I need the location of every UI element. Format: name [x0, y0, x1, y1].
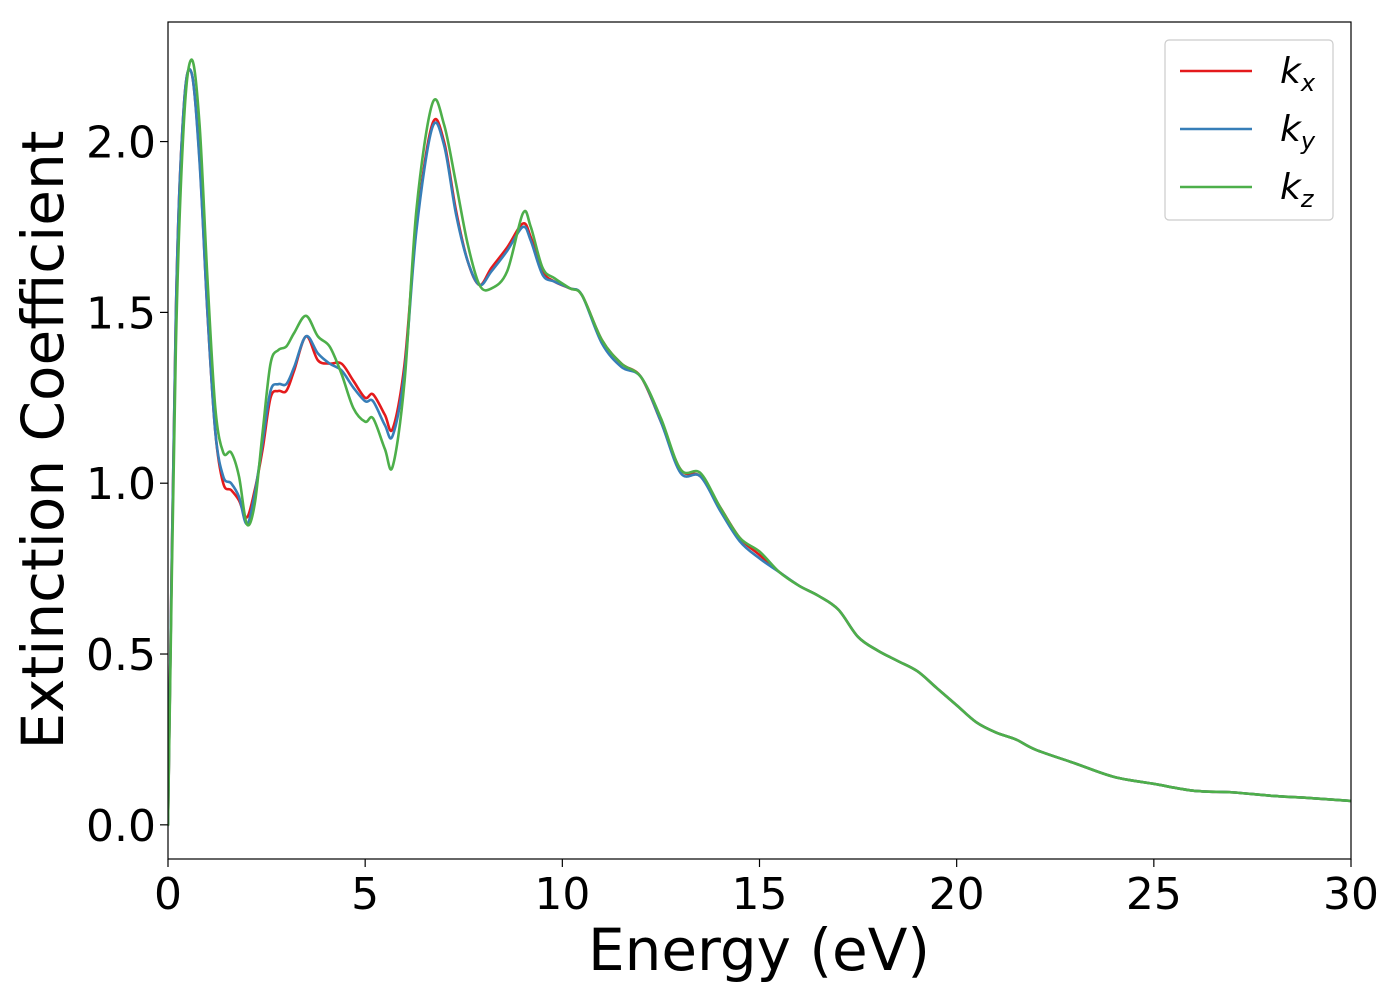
legend: kx ky kz	[1164, 39, 1334, 221]
legend-entries: kx ky kz	[1180, 51, 1316, 213]
x-tick-label: 0	[154, 869, 182, 920]
x-tick-label: 30	[1323, 869, 1379, 920]
y-tick-label: 2.0	[86, 118, 156, 169]
y-tick-label: 1.5	[86, 288, 156, 339]
legend-label-ky: ky	[1280, 109, 1316, 155]
x-axis-label: Energy (eV)	[588, 916, 930, 984]
series-layer	[168, 58, 1351, 827]
x-tick-label: 25	[1126, 869, 1182, 920]
x-tick-label: 20	[929, 869, 985, 920]
y-tick-label: 0.0	[86, 801, 156, 852]
y-axis-ticks: 0.0 0.5 1.0 1.5 2.0	[86, 118, 168, 852]
x-tick-label: 15	[732, 869, 788, 920]
legend-label-kz: kz	[1280, 167, 1315, 213]
x-tick-label: 5	[351, 869, 379, 920]
x-axis-ticks: 0 5 10 15 20 25 30	[154, 859, 1379, 920]
legend-label-kx: kx	[1280, 51, 1316, 97]
y-tick-label: 0.5	[86, 630, 156, 681]
y-tick-label: 1.0	[86, 459, 156, 510]
series-line-kz	[168, 58, 1351, 827]
y-axis-label: Extinction Coefficient	[9, 131, 77, 750]
x-tick-label: 10	[534, 869, 590, 920]
